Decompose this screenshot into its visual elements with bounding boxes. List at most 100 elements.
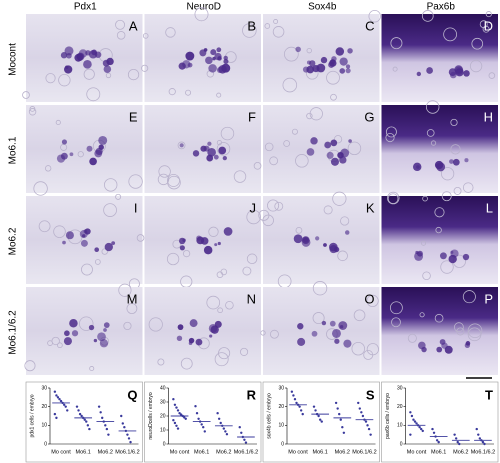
data-point xyxy=(197,417,200,420)
cell-outline xyxy=(177,141,186,150)
stained-cell xyxy=(216,47,222,53)
micrograph: G xyxy=(263,105,380,193)
data-point xyxy=(416,424,420,427)
data-point xyxy=(121,422,124,425)
cell-outline xyxy=(208,226,219,237)
cell-outline xyxy=(421,240,427,246)
cell-outline xyxy=(166,252,180,266)
stained-cell xyxy=(330,139,338,147)
cell-outline xyxy=(467,323,483,339)
cell-outline xyxy=(180,357,193,370)
data-point xyxy=(296,403,300,406)
x-tick-label: Mo6.1 xyxy=(194,449,209,455)
cell-outline xyxy=(89,366,95,372)
panel-letter: O xyxy=(364,291,374,306)
cell-outline xyxy=(443,27,458,42)
cell-outline xyxy=(485,11,492,18)
stained-cell xyxy=(64,65,73,74)
data-point xyxy=(292,394,295,397)
data-point xyxy=(364,420,368,423)
data-point xyxy=(120,414,123,418)
stained-cell xyxy=(56,154,66,163)
micrograph: A xyxy=(22,14,143,102)
cell-outline xyxy=(104,178,118,192)
data-point xyxy=(53,412,57,416)
cell-outline xyxy=(218,347,231,360)
cell-outline xyxy=(28,108,37,116)
data-point xyxy=(338,412,341,416)
cell-outline xyxy=(441,191,452,202)
cell-outline xyxy=(165,27,176,38)
cell-outline xyxy=(264,142,274,152)
panel-letter: N xyxy=(247,291,256,306)
micrograph-background xyxy=(144,14,261,102)
stained-cell xyxy=(80,239,88,247)
stained-cell xyxy=(62,240,66,245)
cell-outline xyxy=(83,68,95,80)
stained-cell xyxy=(415,250,419,255)
micrograph: P xyxy=(381,287,498,375)
panel-letter: Q xyxy=(127,387,137,402)
row-label: Mocont xyxy=(8,43,19,76)
cell-outline xyxy=(272,26,285,38)
cell-outline xyxy=(283,46,299,62)
data-point xyxy=(409,433,412,436)
data-point xyxy=(317,414,320,418)
data-point xyxy=(194,405,197,408)
data-point xyxy=(357,401,360,405)
cell-outline xyxy=(385,132,395,143)
cell-outline xyxy=(103,203,117,217)
data-point xyxy=(315,412,319,416)
cell-outline xyxy=(407,333,417,343)
stained-cell xyxy=(324,141,332,149)
data-point xyxy=(432,431,436,434)
stained-cell xyxy=(462,253,470,261)
data-point xyxy=(413,420,417,423)
stained-cell xyxy=(321,320,327,326)
stained-cell xyxy=(345,230,350,235)
micrograph: I xyxy=(26,193,145,290)
data-point xyxy=(126,433,129,436)
stained-cell xyxy=(333,246,340,253)
micrograph: E xyxy=(26,105,143,196)
data-point xyxy=(175,424,178,427)
cell-outline xyxy=(240,347,249,356)
data-point xyxy=(124,429,128,433)
micrograph-background xyxy=(381,14,498,102)
stained-cell xyxy=(86,145,93,152)
cell-outline xyxy=(434,207,445,218)
cell-outline xyxy=(387,193,399,204)
stained-cell xyxy=(176,335,183,342)
data-point xyxy=(225,433,229,436)
panel-letter: B xyxy=(247,18,256,33)
cell-outline xyxy=(469,59,483,73)
data-point xyxy=(86,424,90,427)
data-point xyxy=(176,427,180,430)
stained-cell xyxy=(187,62,193,68)
x-tick-label: Mo cont xyxy=(288,449,308,455)
cell-outline xyxy=(217,307,223,314)
data-point xyxy=(78,412,82,416)
stained-cell xyxy=(88,324,95,331)
data-point xyxy=(85,420,88,423)
stained-cell xyxy=(328,61,335,68)
data-point xyxy=(301,412,304,416)
stained-cell xyxy=(196,236,205,245)
y-axis-label: pdx1 cells / embryo xyxy=(29,394,35,437)
data-point xyxy=(219,421,222,425)
cell-outline xyxy=(216,271,224,279)
column-header: Pax6b xyxy=(427,2,456,13)
stained-cell xyxy=(103,328,107,332)
data-point xyxy=(454,437,458,440)
stained-cell xyxy=(323,243,327,247)
y-axis-label: neuroDcells / embryo xyxy=(148,392,154,439)
stained-cell xyxy=(102,59,110,67)
data-point xyxy=(62,403,66,406)
data-point xyxy=(58,398,61,401)
data-point xyxy=(240,431,243,434)
x-tick-label: Mo6.1/6.2 xyxy=(352,449,376,455)
micrograph: K xyxy=(258,191,380,289)
stained-cell xyxy=(412,162,422,172)
data-point xyxy=(173,421,177,425)
stained-cell xyxy=(295,46,301,53)
